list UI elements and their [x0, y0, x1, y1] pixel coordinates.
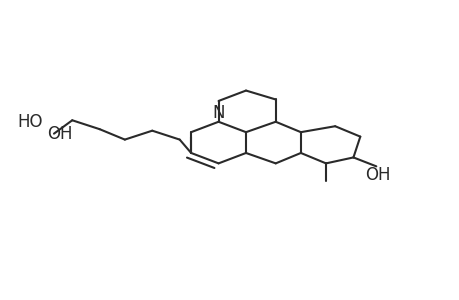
Text: OH: OH — [364, 166, 390, 184]
Text: OH: OH — [47, 125, 72, 143]
Text: N: N — [212, 104, 224, 122]
Text: HO: HO — [17, 113, 42, 131]
